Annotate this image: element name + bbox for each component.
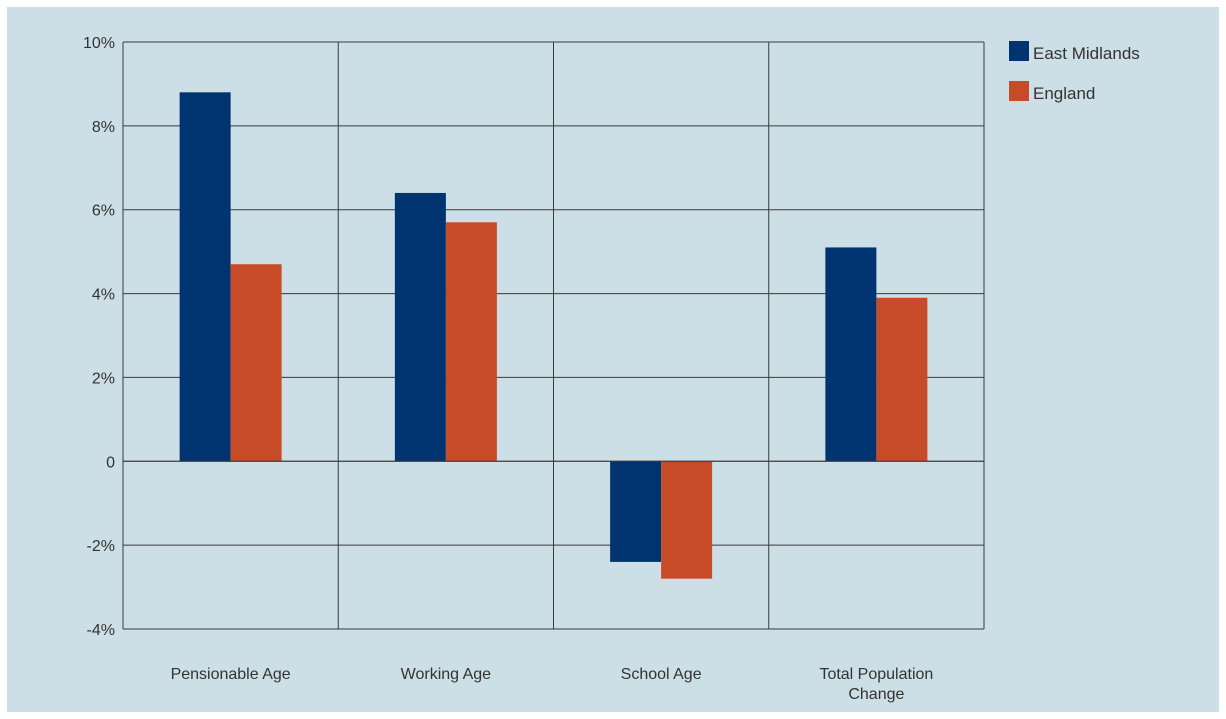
y-tick-label: 10% xyxy=(83,35,115,52)
bar-east-midlands xyxy=(825,247,877,462)
legend-label: England xyxy=(1033,84,1095,103)
grid xyxy=(122,41,985,630)
bar-east-midlands xyxy=(394,192,446,462)
legend: East Midlands England xyxy=(1009,41,1140,103)
y-tick-label: 6% xyxy=(92,203,115,220)
legend-swatch xyxy=(1009,81,1029,101)
y-tick-label: 0 xyxy=(106,454,115,471)
x-tick-label: Working Age xyxy=(401,666,492,683)
y-tick-label: 4% xyxy=(92,287,115,304)
bar-england xyxy=(876,297,928,462)
bar-east-midlands xyxy=(610,461,662,562)
y-tick-label: -4% xyxy=(87,622,115,639)
y-tick-label: -2% xyxy=(87,538,115,555)
x-tick-label: School Age xyxy=(621,666,702,683)
y-tick-label: 2% xyxy=(92,370,115,387)
y-axis-ticks: 10% 8% 6% 4% 2% 0 -2% -4% xyxy=(83,35,115,639)
x-tick-label: Total Population Change xyxy=(819,666,933,703)
legend-label: East Midlands xyxy=(1033,44,1140,63)
x-tick-label: Pensionable Age xyxy=(171,666,291,683)
bar-east-midlands xyxy=(179,92,231,462)
bar-england xyxy=(445,222,497,462)
legend-swatch xyxy=(1009,41,1029,61)
x-axis-ticks: Pensionable Age Working Age School Age Tota… xyxy=(171,666,934,703)
bars xyxy=(123,92,984,579)
y-tick-label: 8% xyxy=(92,119,115,136)
bar-england xyxy=(230,264,282,462)
bar-england xyxy=(661,461,713,579)
